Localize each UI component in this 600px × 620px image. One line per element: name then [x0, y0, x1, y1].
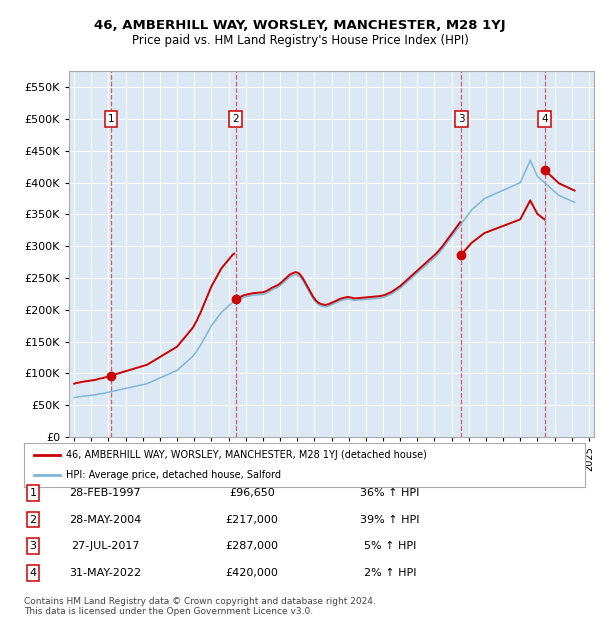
Text: 2% ↑ HPI: 2% ↑ HPI — [364, 568, 416, 578]
Text: Contains HM Land Registry data © Crown copyright and database right 2024.: Contains HM Land Registry data © Crown c… — [24, 596, 376, 606]
Text: HPI: Average price, detached house, Salford: HPI: Average price, detached house, Salf… — [66, 470, 281, 480]
Text: £217,000: £217,000 — [226, 515, 278, 525]
Text: £287,000: £287,000 — [226, 541, 278, 551]
Text: 3: 3 — [458, 114, 464, 124]
Text: 2: 2 — [29, 515, 37, 525]
Text: 4: 4 — [29, 568, 37, 578]
Text: 39% ↑ HPI: 39% ↑ HPI — [360, 515, 420, 525]
Text: £420,000: £420,000 — [226, 568, 278, 578]
Text: 36% ↑ HPI: 36% ↑ HPI — [361, 488, 419, 498]
Text: £96,650: £96,650 — [229, 488, 275, 498]
Text: 1: 1 — [108, 114, 115, 124]
Text: 31-MAY-2022: 31-MAY-2022 — [69, 568, 141, 578]
Text: 2: 2 — [232, 114, 239, 124]
Text: Price paid vs. HM Land Registry's House Price Index (HPI): Price paid vs. HM Land Registry's House … — [131, 34, 469, 47]
Text: 46, AMBERHILL WAY, WORSLEY, MANCHESTER, M28 1YJ: 46, AMBERHILL WAY, WORSLEY, MANCHESTER, … — [94, 19, 506, 32]
Text: 27-JUL-2017: 27-JUL-2017 — [71, 541, 139, 551]
Text: This data is licensed under the Open Government Licence v3.0.: This data is licensed under the Open Gov… — [24, 607, 313, 616]
Text: 4: 4 — [541, 114, 548, 124]
Text: 5% ↑ HPI: 5% ↑ HPI — [364, 541, 416, 551]
Text: 28-MAY-2004: 28-MAY-2004 — [69, 515, 141, 525]
Text: 3: 3 — [29, 541, 37, 551]
Text: 28-FEB-1997: 28-FEB-1997 — [69, 488, 141, 498]
Text: 46, AMBERHILL WAY, WORSLEY, MANCHESTER, M28 1YJ (detached house): 46, AMBERHILL WAY, WORSLEY, MANCHESTER, … — [66, 450, 427, 460]
Text: 1: 1 — [29, 488, 37, 498]
